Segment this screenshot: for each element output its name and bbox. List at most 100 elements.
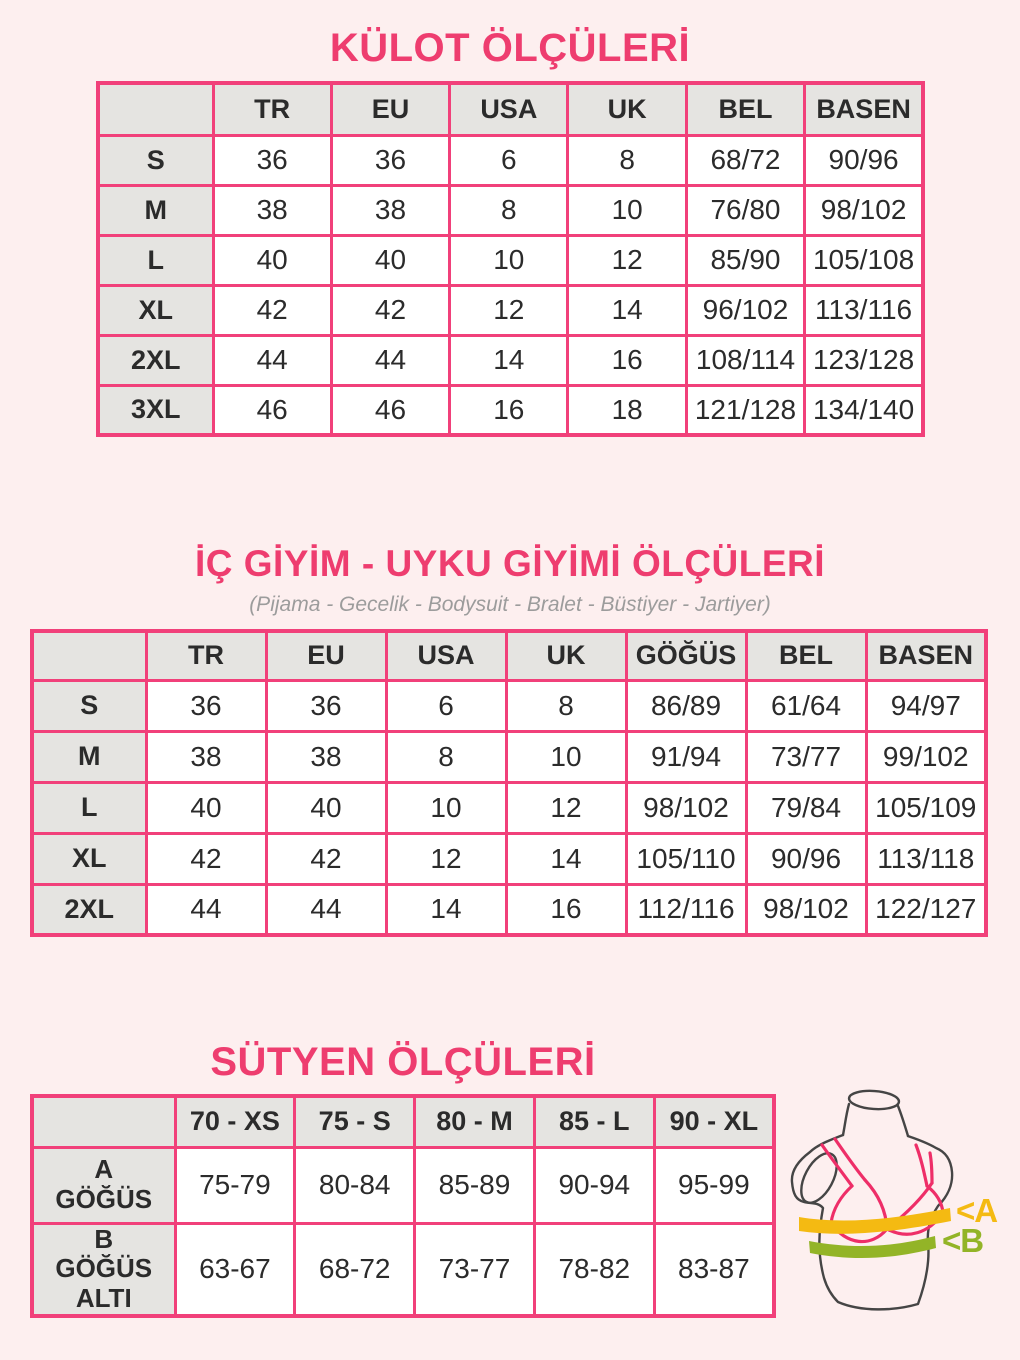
column-header: BASEN	[864, 629, 988, 682]
row-header: XL	[30, 831, 148, 886]
column-header: UK	[566, 81, 688, 137]
size-cell: 105/109	[864, 780, 988, 835]
column-header: 75 - S	[293, 1094, 417, 1149]
size-cell: 36	[329, 133, 452, 187]
size-cell: 83-87	[652, 1221, 776, 1318]
size-cell: 90-94	[532, 1145, 656, 1225]
column-header: EU	[329, 81, 452, 137]
table-row: 2XL 44 44 14 16 108/114 123/128	[96, 333, 925, 387]
row-header: L	[30, 780, 148, 835]
size-cell: 12	[384, 831, 508, 886]
row-header: B GÖĞÜS ALTI	[30, 1221, 177, 1318]
size-cell: 14	[448, 333, 570, 387]
sutyen-size-table: 70 - XS 75 - S 80 - M 85 - L 90 - XL A GÖĞÜS 7…	[30, 1094, 776, 1319]
row-header: XL	[96, 283, 215, 337]
size-cell: 6	[448, 133, 570, 187]
size-cell: 14	[384, 882, 508, 937]
size-cell: 99/102	[864, 729, 988, 784]
size-cell: 90/96	[744, 831, 868, 886]
kulot-section-title: KÜLOT ÖLÇÜLERİ	[329, 26, 691, 70]
icgiyim-size-table: TR EU USA UK GÖĞÜS BEL BASEN S 36 36 6 8 86/89 61/64 9…	[30, 629, 988, 937]
size-cell: 38	[264, 729, 388, 784]
size-cell: 8	[448, 183, 570, 237]
size-cell: 10	[566, 183, 688, 237]
size-cell: 10	[504, 729, 628, 784]
bust-measure-band-a	[799, 1208, 951, 1234]
size-cell: 78-82	[532, 1221, 656, 1318]
row-header: 2XL	[96, 333, 215, 387]
size-cell: 98/102	[624, 780, 748, 835]
size-cell: 18	[566, 383, 688, 437]
size-cell: 44	[264, 882, 388, 937]
column-header: 90 - XL	[652, 1094, 776, 1149]
size-cell: 91/94	[624, 729, 748, 784]
size-cell: 63-67	[173, 1221, 297, 1318]
band-b-label: <B	[942, 1222, 983, 1259]
column-header: UK	[504, 629, 628, 682]
row-header: M	[30, 729, 148, 784]
size-cell: 46	[329, 383, 452, 437]
table-row: L 40 40 10 12 98/102 79/84 105/109	[30, 780, 988, 835]
table-row: A GÖĞÜS 75-79 80-84 85-89 90-94 95-99	[30, 1145, 776, 1225]
size-cell: 8	[504, 678, 628, 733]
table-row: S 36 36 6 8 68/72 90/96	[96, 133, 925, 187]
size-cell: 98/102	[744, 882, 868, 937]
table-row: L 40 40 10 12 85/90 105/108	[96, 233, 925, 287]
size-cell: 14	[566, 283, 688, 337]
row-header: S	[30, 678, 148, 733]
size-cell: 76/80	[684, 183, 807, 237]
row-header: M	[96, 183, 215, 237]
size-cell: 40	[211, 233, 333, 287]
bra-measurement-diagram-icon: <A <B	[790, 1089, 998, 1311]
kulot-size-table: TR EU USA UK BEL BASEN S 36 36 6 8 68/72 90/96 M 38 38 8…	[96, 81, 925, 437]
size-cell: 36	[144, 678, 268, 733]
size-cell: 98/102	[803, 183, 925, 237]
table-row: S 36 36 6 8 86/89 61/64 94/97	[30, 678, 988, 733]
size-cell: 44	[329, 333, 452, 387]
size-cell: 6	[384, 678, 508, 733]
column-header: EU	[264, 629, 388, 682]
size-cell: 16	[448, 383, 570, 437]
table-row: B GÖĞÜS ALTI 63-67 68-72 73-77 78-82 83-87	[30, 1221, 776, 1318]
row-header: 3XL	[96, 383, 215, 437]
size-cell: 44	[211, 333, 333, 387]
size-cell: 44	[144, 882, 268, 937]
size-cell: 46	[211, 383, 333, 437]
size-cell: 10	[384, 780, 508, 835]
header-row: TR EU USA UK GÖĞÜS BEL BASEN	[30, 629, 988, 682]
size-cell: 73/77	[744, 729, 868, 784]
sutyen-section-title: SÜTYEN ÖLÇÜLERİ	[210, 1040, 596, 1084]
column-header: 85 - L	[532, 1094, 656, 1149]
size-cell: 40	[264, 780, 388, 835]
size-cell: 16	[504, 882, 628, 937]
size-cell: 38	[211, 183, 333, 237]
corner-cell	[30, 1094, 177, 1149]
size-cell: 86/89	[624, 678, 748, 733]
corner-cell	[30, 629, 148, 682]
column-header: BASEN	[803, 81, 925, 137]
row-header: L	[96, 233, 215, 287]
size-cell: 42	[329, 283, 452, 337]
size-cell: 12	[448, 283, 570, 337]
size-cell: 38	[144, 729, 268, 784]
size-cell: 80-84	[293, 1145, 417, 1225]
size-cell: 42	[144, 831, 268, 886]
table-row: XL 42 42 12 14 105/110 90/96 113/118	[30, 831, 988, 886]
size-cell: 42	[211, 283, 333, 337]
size-cell: 36	[264, 678, 388, 733]
size-cell: 112/116	[624, 882, 748, 937]
table-row: M 38 38 8 10 91/94 73/77 99/102	[30, 729, 988, 784]
column-header: USA	[448, 81, 570, 137]
size-cell: 113/118	[864, 831, 988, 886]
column-header: 70 - XS	[173, 1094, 297, 1149]
icgiyim-section-subtitle: (Pijama - Gecelik - Bodysuit - Bralet - …	[249, 593, 771, 616]
size-cell: 113/116	[803, 283, 925, 337]
header-row: 70 - XS 75 - S 80 - M 85 - L 90 - XL	[30, 1094, 776, 1149]
size-cell: 75-79	[173, 1145, 297, 1225]
size-cell: 12	[566, 233, 688, 287]
size-cell: 73-77	[413, 1221, 536, 1318]
column-header: BEL	[684, 81, 807, 137]
size-cell: 61/64	[744, 678, 868, 733]
column-header: USA	[384, 629, 508, 682]
